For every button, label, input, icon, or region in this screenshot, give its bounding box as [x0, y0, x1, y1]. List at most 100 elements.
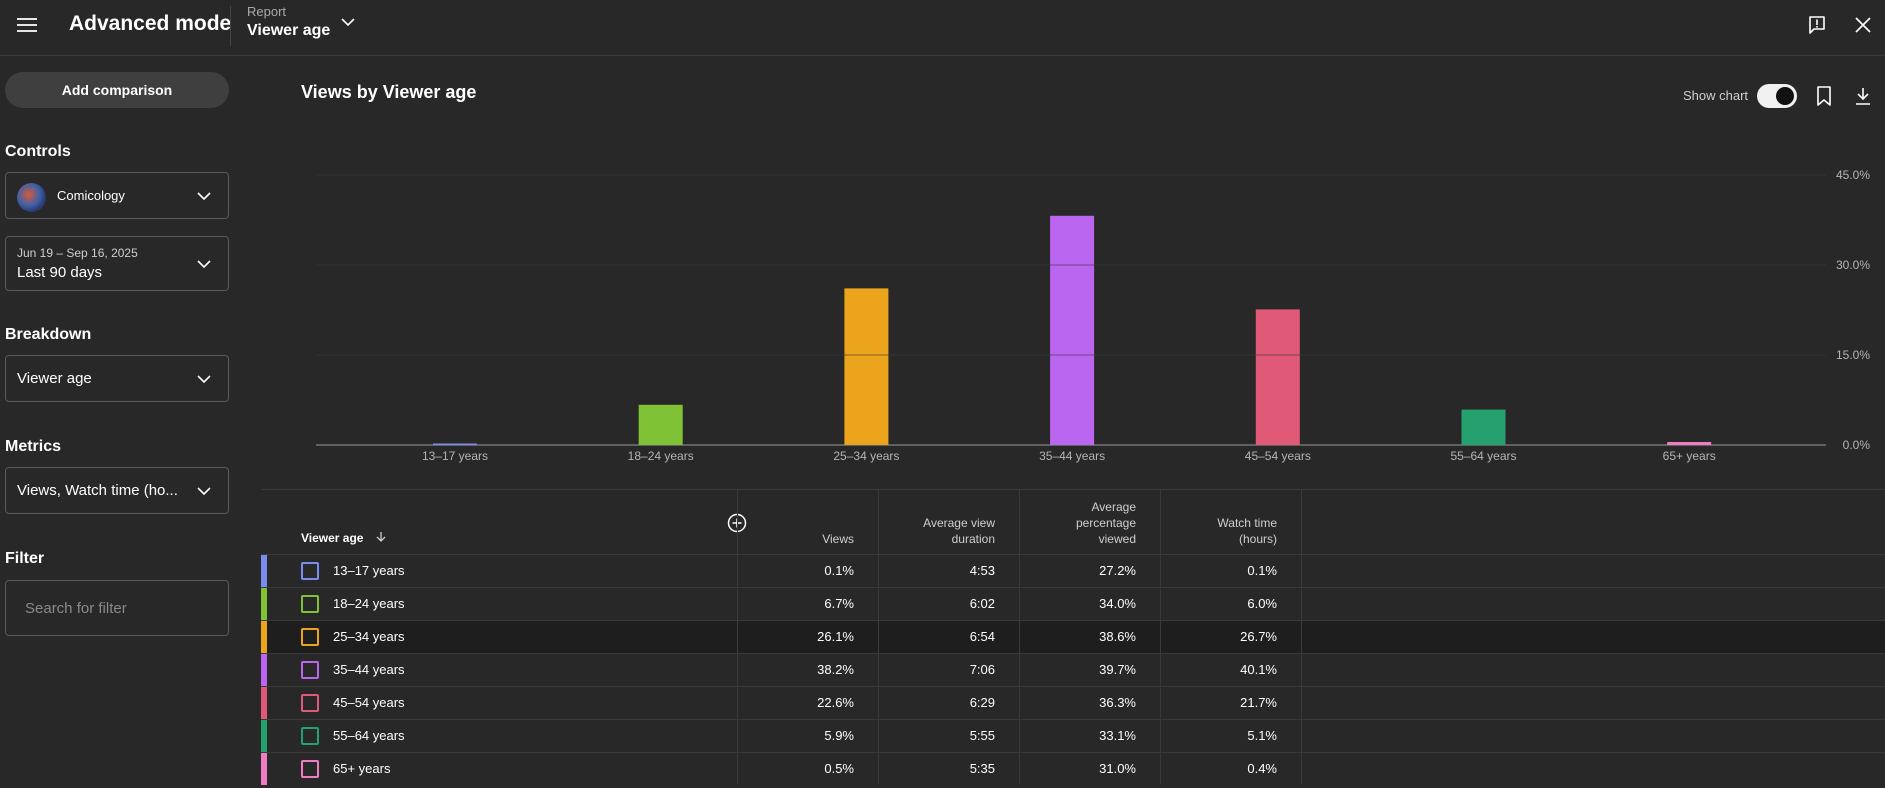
avatar	[17, 183, 46, 212]
cell-wt: 0.1%	[1247, 563, 1277, 578]
cell-wt: 5.1%	[1247, 728, 1277, 743]
bookmark-icon[interactable]	[1814, 85, 1834, 107]
views-bar-chart: 0.0% 15.0% 30.0% 45.0% 13–17 years 18–24 year…	[316, 168, 1871, 463]
bar	[1461, 409, 1506, 445]
row-checkbox[interactable]	[301, 595, 319, 613]
table-row[interactable]: 18–24 years 6.7% 6:02 34.0% 6.0%	[261, 587, 1885, 620]
column-header-watch-time[interactable]: Watch time (hours)	[1157, 515, 1277, 547]
cell-avd: 7:06	[969, 662, 995, 677]
x-tick-label: 45–54 years	[1245, 449, 1311, 463]
arrow-down-icon	[376, 532, 386, 542]
row-label: 35–44 years	[333, 662, 405, 677]
column-header-avg-view-duration[interactable]: Average view duration	[875, 515, 995, 547]
y-tick-label: 0.0%	[1843, 438, 1871, 452]
cell-views: 6.7%	[824, 596, 854, 611]
row-label: 18–24 years	[333, 596, 405, 611]
report-selector[interactable]: Report Viewer age	[247, 4, 330, 40]
download-icon[interactable]	[1853, 85, 1873, 107]
date-range-label: Last 90 days	[17, 264, 103, 281]
row-color-stripe	[261, 720, 267, 752]
x-tick-label: 65+ years	[1663, 449, 1716, 463]
x-tick-label: 25–34 years	[833, 449, 899, 463]
table-row[interactable]: 35–44 years 38.2% 7:06 39.7% 40.1%	[261, 653, 1885, 686]
row-checkbox[interactable]	[301, 562, 319, 580]
header-line: Average view	[923, 516, 995, 530]
cell-views: 26.1%	[817, 629, 854, 644]
column-divider	[1301, 490, 1302, 784]
cell-avd: 6:29	[969, 695, 995, 710]
add-comparison-button[interactable]: Add comparison	[5, 72, 229, 108]
column-header-viewer-age[interactable]: Viewer age	[301, 531, 387, 545]
cell-views: 38.2%	[817, 662, 854, 677]
cell-wt: 26.7%	[1240, 629, 1277, 644]
cell-avd: 6:54	[969, 629, 995, 644]
table-row[interactable]: 13–17 years 0.1% 4:53 27.2% 0.1%	[261, 554, 1885, 587]
chevron-down-icon[interactable]	[340, 14, 356, 30]
header-line: (hours)	[1238, 532, 1277, 546]
row-checkbox[interactable]	[301, 661, 319, 679]
filter-search-input[interactable]	[5, 580, 229, 636]
cell-wt: 21.7%	[1240, 695, 1277, 710]
cell-apv: 36.3%	[1099, 695, 1136, 710]
chevron-down-icon	[197, 486, 211, 495]
row-checkbox[interactable]	[301, 760, 319, 778]
sidebar: Add comparison Controls Comicology Jun 1…	[0, 56, 240, 788]
x-tick-label: 18–24 years	[628, 449, 694, 463]
header-line: Average	[1091, 500, 1136, 514]
row-color-stripe	[261, 621, 267, 653]
row-color-stripe	[261, 753, 267, 785]
row-color-stripe	[261, 555, 267, 587]
column-divider	[1019, 490, 1020, 784]
x-tick-label: 35–44 years	[1039, 449, 1105, 463]
column-divider	[878, 490, 879, 784]
header-divider	[230, 6, 231, 46]
table-row[interactable]: 45–54 years 22.6% 6:29 36.3% 21.7%	[261, 686, 1885, 719]
row-color-stripe	[261, 687, 267, 719]
table-row[interactable]: 65+ years 0.5% 5:35 31.0% 0.4%	[261, 752, 1885, 785]
cell-wt: 40.1%	[1240, 662, 1277, 677]
table-row[interactable]: 55–64 years 5.9% 5:55 33.1% 5.1%	[261, 719, 1885, 752]
column-header-views[interactable]: Views	[822, 532, 854, 546]
feedback-icon[interactable]	[1807, 15, 1827, 35]
app-title: Advanced mode	[69, 12, 232, 35]
row-label: 65+ years	[333, 761, 391, 776]
report-value: Viewer age	[247, 22, 331, 39]
cell-apv: 33.1%	[1099, 728, 1136, 743]
y-tick-label: 15.0%	[1836, 348, 1870, 362]
y-tick-label: 30.0%	[1836, 258, 1870, 272]
chart-title: Views by Viewer age	[301, 82, 477, 102]
filter-heading: Filter	[5, 550, 45, 567]
row-checkbox[interactable]	[301, 694, 319, 712]
show-chart-toggle[interactable]	[1757, 84, 1797, 108]
chevron-down-icon	[197, 374, 211, 383]
breakdown-value: Viewer age	[17, 370, 92, 387]
row-label: 45–54 years	[333, 695, 405, 710]
row-checkbox[interactable]	[301, 628, 319, 646]
controls-heading: Controls	[5, 143, 71, 160]
cell-avd: 4:53	[969, 563, 995, 578]
close-icon[interactable]	[1853, 15, 1873, 35]
bar	[844, 288, 889, 445]
show-chart-label: Show chart	[1683, 88, 1749, 103]
row-checkbox[interactable]	[301, 727, 319, 745]
metrics-selector[interactable]: Views, Watch time (ho...	[5, 467, 229, 514]
table-row[interactable]: 25–34 years 26.1% 6:54 38.6% 26.7%	[261, 620, 1885, 653]
top-bar: Advanced mode Report Viewer age	[0, 0, 1885, 56]
row-color-stripe	[261, 654, 267, 686]
cell-apv: 34.0%	[1099, 596, 1136, 611]
column-header-avg-percentage-viewed[interactable]: Average percentage viewed	[1016, 499, 1136, 547]
channel-selector[interactable]: Comicology	[5, 172, 229, 219]
bar	[1667, 442, 1712, 445]
header-line: duration	[951, 532, 995, 546]
cell-wt: 0.4%	[1247, 761, 1277, 776]
date-range-dates: Jun 19 – Sep 16, 2025	[17, 246, 138, 260]
column-divider	[737, 490, 738, 784]
bar	[433, 443, 477, 445]
row-label: 55–64 years	[333, 728, 405, 743]
date-range-selector[interactable]: Jun 19 – Sep 16, 2025 Last 90 days	[5, 236, 229, 291]
breakdown-selector[interactable]: Viewer age	[5, 355, 229, 402]
row-color-stripe	[261, 588, 267, 620]
x-tick-label: 55–64 years	[1450, 449, 1516, 463]
table-top-divider	[261, 489, 1885, 490]
hamburger-menu-icon[interactable]	[15, 14, 39, 38]
